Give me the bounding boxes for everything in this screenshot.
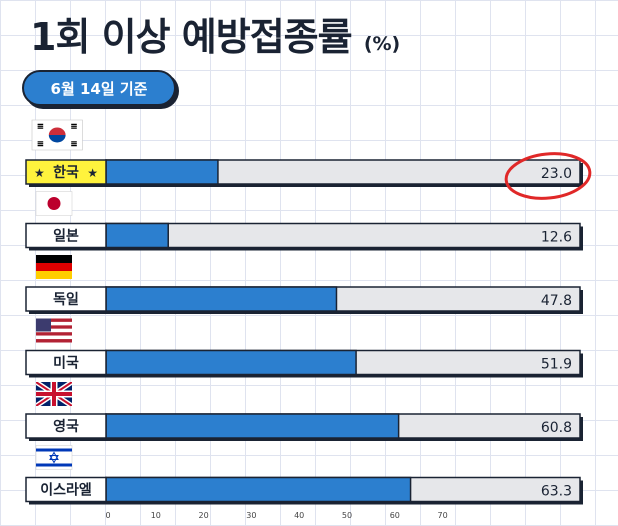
x-axis-ticks: 0 10 20 30 40 50 60 70	[105, 511, 447, 520]
category-label: 이스라엘	[40, 482, 92, 499]
value-label: 12.6	[541, 230, 572, 246]
category-label-box	[25, 286, 107, 312]
category-label: 독일	[53, 292, 79, 308]
x-tick-label: 60	[390, 511, 400, 520]
date-badge: 6월 14일 기준	[22, 70, 176, 106]
category-label: 영국	[53, 418, 79, 435]
x-tick-label: 10	[151, 511, 161, 520]
bar-1	[105, 159, 219, 185]
value-label: 23.0	[541, 166, 572, 182]
bar-4	[105, 349, 357, 376]
category-label-box	[25, 476, 107, 503]
bar-track	[105, 222, 581, 249]
value-label: 51.9	[541, 357, 572, 373]
korea-flag	[31, 119, 83, 151]
israel-flag	[35, 445, 73, 470]
category-label: 한국	[53, 165, 79, 181]
category-label-box	[25, 349, 107, 376]
highlight-circle	[504, 152, 592, 200]
bar-2	[105, 222, 169, 249]
value-label: 60.8	[541, 420, 572, 436]
x-tick-label: 50	[342, 511, 352, 520]
x-tick-label: 20	[199, 511, 209, 520]
star-icon: ★	[34, 166, 45, 180]
value-label: 47.8	[541, 293, 572, 309]
bar-5	[105, 413, 400, 439]
chart-title: 1회 이상 예방접종률 (%)	[30, 6, 400, 61]
x-tick-label: 30	[246, 511, 256, 520]
category-label-box	[25, 222, 107, 249]
chart-title-unit: (%)	[363, 33, 401, 55]
usa-flag	[36, 318, 72, 343]
category-label: 미국	[53, 356, 79, 372]
category-label-box	[25, 159, 107, 185]
chart-title-text: 1회 이상 예방접종률	[30, 15, 353, 59]
x-tick-label: 40	[294, 511, 304, 520]
bar-3	[105, 286, 338, 312]
bar-layer: ★ ★ 한국 23.0 일본 12.6 독일 47.8 미국 51.9 영국 60.8 이스라엘 63.3	[25, 159, 583, 505]
flag-layer	[31, 119, 83, 470]
value-label: 63.3	[541, 484, 572, 500]
x-tick-label: 0	[105, 511, 110, 520]
bar-6	[105, 476, 412, 503]
category-label: 일본	[53, 229, 79, 245]
category-label-box	[25, 413, 107, 439]
x-tick-label: 70	[438, 511, 448, 520]
japan-flag	[35, 191, 73, 216]
uk-flag	[36, 382, 72, 406]
star-icon: ★	[87, 166, 98, 180]
germany-flag	[36, 255, 72, 279]
